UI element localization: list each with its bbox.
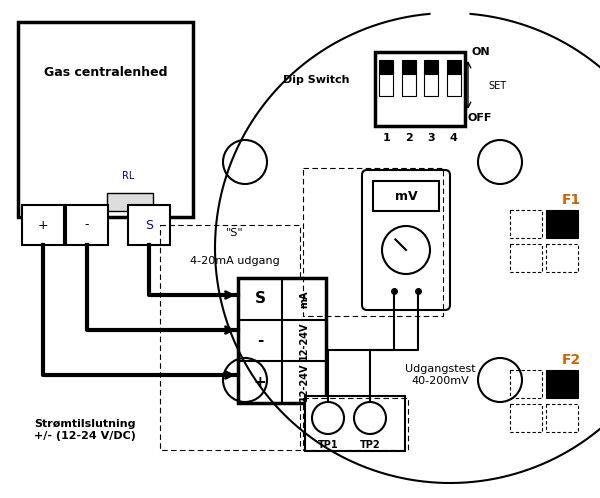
Bar <box>373 181 439 211</box>
Bar <box>305 396 405 451</box>
Bar <box>447 72 461 96</box>
Text: Strømtilslutning
+/- (12-24 V/DC): Strømtilslutning +/- (12-24 V/DC) <box>34 419 136 441</box>
Text: RL: RL <box>122 171 134 181</box>
Bar <box>424 72 438 96</box>
Bar <box>303 168 443 316</box>
Text: TP1: TP1 <box>317 440 338 450</box>
Bar <box>160 225 300 450</box>
Text: -: - <box>85 219 89 232</box>
Bar <box>107 193 153 211</box>
Bar <box>510 210 542 238</box>
Text: F1: F1 <box>562 193 581 207</box>
Bar <box>546 210 578 238</box>
Text: +: + <box>254 374 266 389</box>
Text: -: - <box>257 333 263 348</box>
Bar <box>447 60 461 74</box>
Bar <box>303 398 408 450</box>
Bar <box>379 72 393 96</box>
Bar <box>402 60 416 74</box>
Text: S: S <box>254 291 265 306</box>
Bar <box>424 60 438 74</box>
Text: F2: F2 <box>562 353 581 367</box>
Bar <box>22 205 64 245</box>
Bar <box>510 370 542 398</box>
Text: 4-20mA udgang: 4-20mA udgang <box>190 256 280 266</box>
Text: ON: ON <box>471 47 490 57</box>
Bar <box>375 52 465 126</box>
Bar <box>546 404 578 432</box>
Text: TP2: TP2 <box>359 440 380 450</box>
Text: mV: mV <box>395 190 418 203</box>
Bar <box>66 205 108 245</box>
Text: Udgangstest
40-200mV: Udgangstest 40-200mV <box>404 364 475 386</box>
Bar <box>128 205 170 245</box>
Bar <box>510 244 542 272</box>
FancyBboxPatch shape <box>362 170 450 310</box>
Text: 3: 3 <box>427 133 435 143</box>
Text: +: + <box>38 219 49 232</box>
Text: 12-24V: 12-24V <box>299 321 309 360</box>
Text: mA: mA <box>299 290 309 308</box>
Text: 2: 2 <box>405 133 413 143</box>
Bar <box>546 370 578 398</box>
Bar <box>402 72 416 96</box>
Bar <box>18 22 193 217</box>
Text: S: S <box>145 219 153 232</box>
Text: Dip Switch: Dip Switch <box>283 75 349 85</box>
Bar <box>546 244 578 272</box>
Text: OFF: OFF <box>467 113 491 123</box>
Bar <box>510 404 542 432</box>
Text: 1: 1 <box>382 133 390 143</box>
Text: 12-24V: 12-24V <box>299 363 309 401</box>
Bar <box>238 278 326 403</box>
Text: SET: SET <box>488 81 506 91</box>
Text: Gas centralenhed: Gas centralenhed <box>44 66 167 79</box>
Text: "S": "S" <box>226 228 244 238</box>
Text: 4: 4 <box>450 133 458 143</box>
Bar <box>379 60 393 74</box>
